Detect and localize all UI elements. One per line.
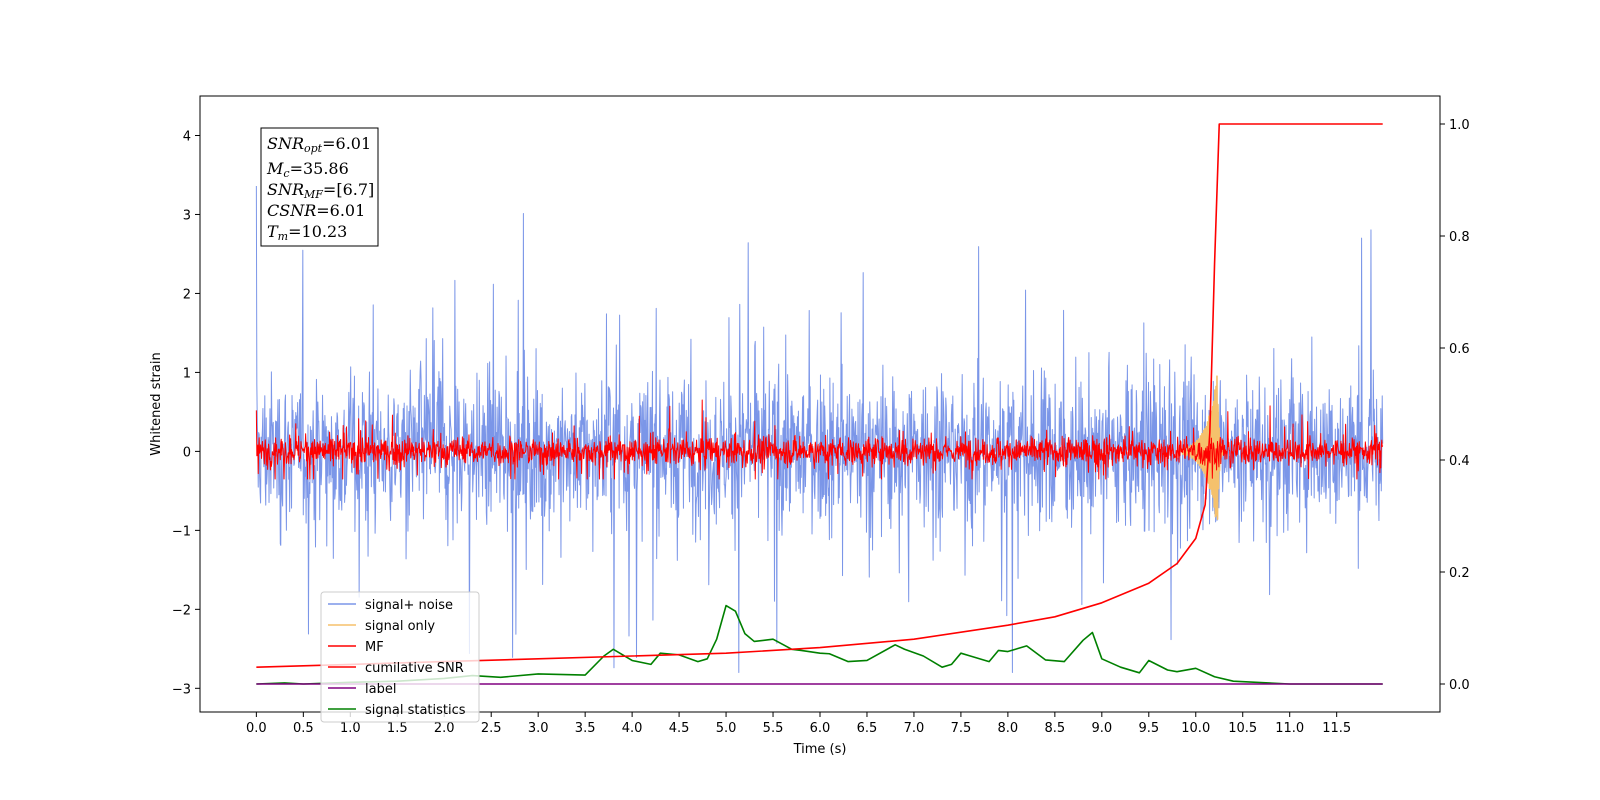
legend-label-cumulative-snr: cumilative SNR (365, 661, 464, 676)
y-tick-label: 0 (183, 445, 191, 460)
x-tick-label: 3.0 (528, 721, 549, 736)
x-tick-label: 4.5 (669, 721, 690, 736)
legend-label-mf: MF (365, 640, 384, 655)
annotation-snr-opt-sub: opt (304, 142, 323, 155)
y-tick-label: 2 (183, 287, 191, 302)
x-tick-label: 1.0 (340, 721, 361, 736)
y2-tick-label: 0.8 (1449, 230, 1470, 245)
y2-tick-label: 0.6 (1449, 342, 1470, 357)
annotation-csnr-value: =6.01 (316, 201, 365, 220)
series-mf (255, 399, 1384, 480)
y-tick-label: −3 (172, 682, 191, 697)
y2-tick-label: 0.2 (1449, 566, 1470, 581)
y-tick-label: 3 (183, 208, 191, 223)
annotation-tm-base: T (267, 222, 279, 241)
x-tick-label: 8.0 (998, 721, 1019, 736)
series-signal-statistics (256, 604, 1383, 685)
x-tick-label: 6.5 (857, 721, 878, 736)
y2-axis-ticks: 0.0 0.2 0.4 0.6 0.8 1.0 (1440, 118, 1470, 693)
x-axis-ticks: 0.0 0.5 1.0 1.5 2.0 2.5 3.0 3.5 4.0 4.5 5.0 5.5 6.0 6… (246, 712, 1351, 736)
y-tick-label: 4 (183, 129, 191, 144)
x-axis-label: Time (s) (793, 742, 847, 757)
annotation-mc-value: =35.86 (290, 159, 349, 178)
x-tick-label: 5.5 (763, 721, 784, 736)
legend-label-signal-noise: signal+ noise (365, 598, 453, 613)
annotation-snr-mf-base: SNR (267, 180, 304, 199)
x-tick-label: 9.5 (1138, 721, 1159, 736)
legend-label-signal-statistics: signal statistics (365, 703, 466, 718)
annotation-snr-opt-base: SNR (267, 134, 304, 153)
x-tick-label: 1.5 (387, 721, 408, 736)
x-tick-label: 10.0 (1181, 721, 1210, 736)
annotation-snr-mf-value: =[6.7] (323, 180, 374, 199)
y-axis-ticks: −3 −2 −1 0 1 2 3 4 (172, 129, 200, 697)
y-axis-label: Whitened strain (149, 352, 164, 455)
y-tick-label: 1 (183, 366, 191, 381)
x-tick-label: 0.5 (293, 721, 314, 736)
annotation-tm: Tm=10.23 (267, 222, 347, 243)
y2-tick-label: 0.0 (1449, 678, 1470, 693)
x-tick-label: 4.0 (622, 721, 643, 736)
annotation-box: SNRopt=6.01 Mc=35.86 SNRMF=[6.7] CSNR=6.… (260, 127, 379, 247)
y-tick-label: −2 (172, 603, 191, 618)
annotation-snr-opt: SNRopt=6.01 (267, 134, 371, 155)
x-tick-label: 7.0 (904, 721, 925, 736)
annotation-snr-opt-value: =6.01 (322, 134, 371, 153)
legend: signal+ noise signal only MF cumilative … (320, 591, 480, 723)
annotation-snr-mf-sub: MF (303, 188, 323, 201)
y2-tick-label: 1.0 (1449, 118, 1470, 133)
legend-frame (320, 591, 480, 723)
annotation-mc-base: M (266, 159, 284, 178)
annotation-tm-sub: m (278, 230, 288, 243)
series-signal-noise (255, 186, 1384, 674)
x-tick-label: 6.0 (810, 721, 831, 736)
x-tick-label: 11.5 (1322, 721, 1351, 736)
x-tick-label: 2.5 (481, 721, 502, 736)
x-tick-label: 3.5 (575, 721, 596, 736)
x-tick-label: 0.0 (246, 721, 267, 736)
annotation-csnr: CSNR=6.01 (267, 201, 365, 220)
series-layer (255, 123, 1384, 685)
x-tick-label: 8.5 (1045, 721, 1066, 736)
y-tick-label: −1 (172, 524, 191, 539)
series-cumilative-snr (256, 123, 1383, 668)
annotation-mc: Mc=35.86 (266, 159, 349, 180)
annotation-snr-mf: SNRMF=[6.7] (267, 180, 374, 201)
annotation-tm-value: =10.23 (288, 222, 347, 241)
annotation-frame (260, 127, 379, 247)
annotation-csnr-base: CSNR (267, 201, 316, 220)
x-tick-label: 11.0 (1275, 721, 1304, 736)
annotation-mc-sub: c (283, 167, 289, 180)
x-tick-label: 5.0 (716, 721, 737, 736)
x-tick-label: 9.0 (1091, 721, 1112, 736)
legend-label-label: label (365, 682, 396, 697)
x-tick-label: 10.5 (1228, 721, 1257, 736)
y2-tick-label: 0.4 (1449, 454, 1470, 469)
x-tick-label: 7.5 (951, 721, 972, 736)
x-tick-label: 2.0 (434, 721, 455, 736)
legend-label-signal-only: signal only (365, 619, 435, 634)
